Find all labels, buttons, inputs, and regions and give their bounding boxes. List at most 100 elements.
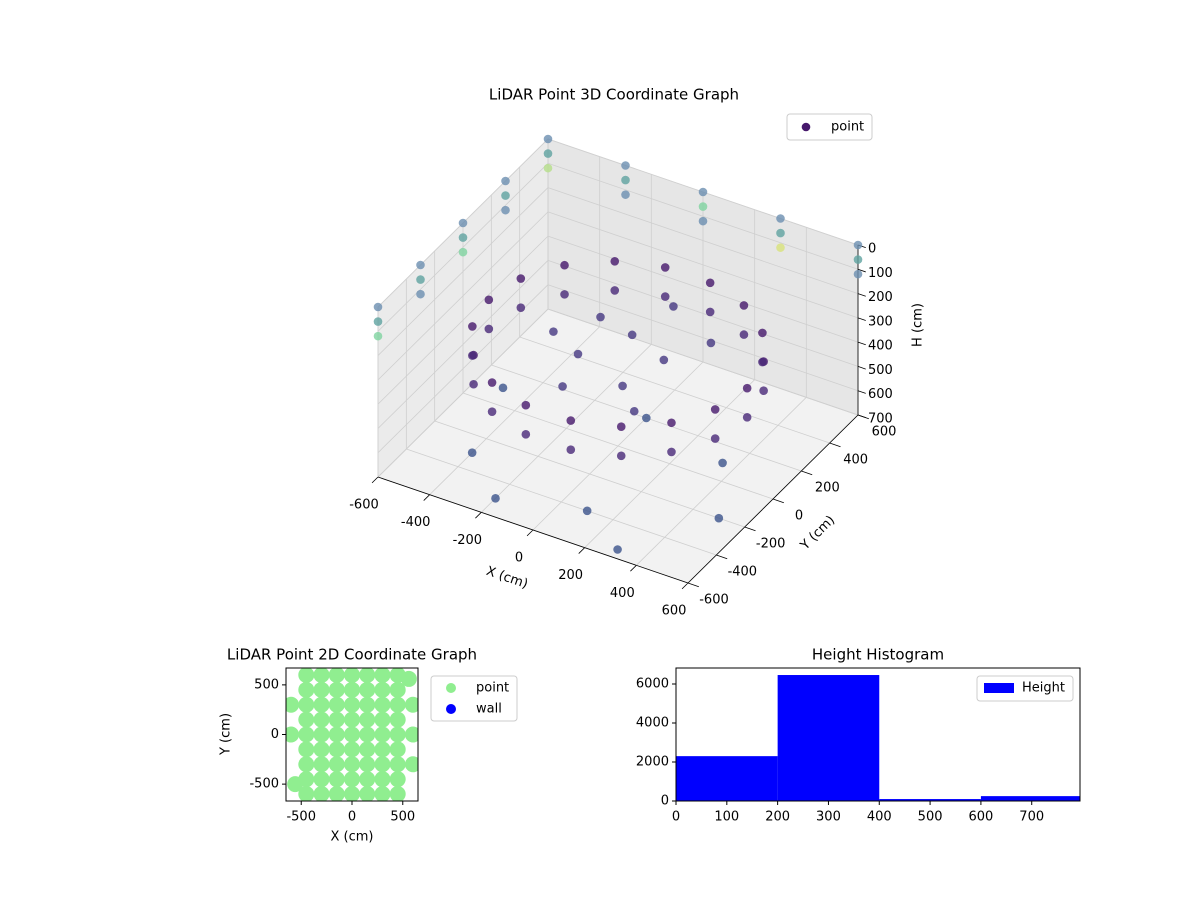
point xyxy=(660,292,670,301)
grid-line xyxy=(377,163,549,332)
point xyxy=(642,413,651,423)
point xyxy=(516,274,526,283)
y-tick-label: -500 xyxy=(249,777,279,792)
point xyxy=(313,696,330,713)
point xyxy=(543,134,553,144)
point xyxy=(313,771,330,788)
point xyxy=(629,406,639,416)
chart-title: LiDAR Point 2D Coordinate Graph xyxy=(227,646,477,664)
point xyxy=(714,513,724,523)
point xyxy=(468,351,477,360)
point xyxy=(758,328,767,338)
x-tick-label: 700 xyxy=(1019,810,1044,825)
point xyxy=(573,349,583,359)
point xyxy=(543,163,553,173)
tick-mark xyxy=(857,414,866,419)
point xyxy=(458,233,468,242)
point xyxy=(389,681,406,698)
x-tick-label: 0 xyxy=(515,551,523,566)
point xyxy=(313,726,330,743)
tick-mark xyxy=(857,268,866,273)
point xyxy=(374,711,391,728)
point xyxy=(287,776,304,793)
point xyxy=(359,726,376,743)
tick-mark xyxy=(801,470,813,476)
tick-mark xyxy=(526,529,534,537)
point xyxy=(313,786,330,801)
point xyxy=(469,379,478,389)
legend-box xyxy=(430,675,518,722)
points xyxy=(286,668,418,801)
tick-mark xyxy=(857,293,866,297)
point xyxy=(621,161,630,170)
point xyxy=(344,668,360,683)
point xyxy=(298,741,315,758)
point xyxy=(613,545,622,554)
tick-mark xyxy=(630,565,637,572)
tick-mark xyxy=(857,390,866,394)
bar xyxy=(676,756,778,801)
point xyxy=(344,786,360,801)
point xyxy=(389,771,406,788)
point xyxy=(359,696,376,713)
tick-mark xyxy=(578,547,585,554)
point xyxy=(660,263,670,272)
point xyxy=(484,295,494,305)
legend-box xyxy=(786,113,873,141)
point xyxy=(698,202,708,211)
point xyxy=(373,331,383,341)
y-axis-label: Y (cm) xyxy=(219,713,234,756)
tick-mark xyxy=(687,582,699,588)
x-tick-label: 400 xyxy=(867,810,892,825)
grid-line xyxy=(377,260,549,429)
point xyxy=(344,726,360,743)
point xyxy=(359,756,376,773)
point xyxy=(328,786,345,801)
point xyxy=(853,255,863,264)
point xyxy=(776,228,785,238)
point xyxy=(359,741,376,758)
axes-frame xyxy=(675,667,1081,802)
point xyxy=(373,317,383,326)
point xyxy=(344,756,360,773)
legend-swatch xyxy=(984,683,1014,693)
tick-mark xyxy=(744,526,756,532)
point xyxy=(853,240,863,250)
grid-line xyxy=(406,448,717,556)
point xyxy=(543,149,553,158)
tick-mark xyxy=(857,341,866,346)
point xyxy=(389,726,406,743)
y-tick-label: 0 xyxy=(271,727,279,742)
point xyxy=(298,756,315,773)
y-tick-label: 0 xyxy=(795,509,803,524)
point xyxy=(659,355,669,365)
point xyxy=(484,324,494,334)
x-tick-label: -200 xyxy=(453,533,483,548)
tick-mark xyxy=(681,582,689,590)
point xyxy=(853,269,863,279)
legend-label: point xyxy=(476,681,509,696)
grid-line xyxy=(547,187,859,294)
grid-line xyxy=(519,336,830,444)
point xyxy=(416,275,425,284)
point xyxy=(286,696,300,713)
point xyxy=(501,176,510,186)
point xyxy=(344,741,360,758)
z-tick-label: 200 xyxy=(868,290,893,305)
tick-mark xyxy=(475,512,482,519)
grid-line xyxy=(377,284,549,453)
z-tick-label: 500 xyxy=(868,363,893,378)
point xyxy=(698,216,708,226)
point xyxy=(286,726,300,743)
x-tick-label: 500 xyxy=(918,810,943,825)
point xyxy=(359,681,376,698)
z-tick-label: 300 xyxy=(868,314,893,329)
point xyxy=(776,243,785,252)
point xyxy=(359,771,376,788)
point xyxy=(616,451,626,461)
point xyxy=(610,286,620,295)
point xyxy=(596,312,605,322)
point xyxy=(710,434,720,443)
point xyxy=(298,726,315,743)
